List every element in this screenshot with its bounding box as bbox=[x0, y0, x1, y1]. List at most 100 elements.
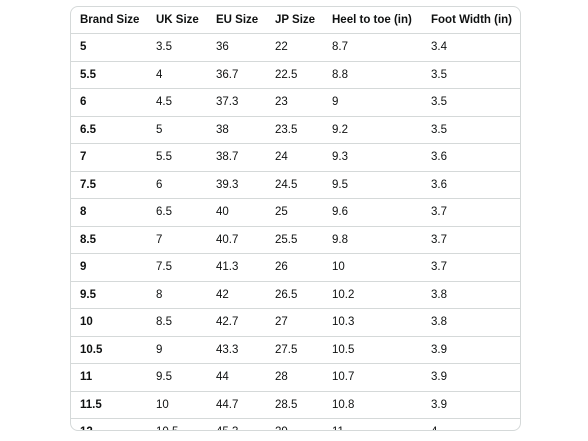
jp-size-cell: 24 bbox=[266, 143, 323, 172]
jp-size-cell: 25 bbox=[266, 198, 323, 227]
brand-size-cell: 7.5 bbox=[71, 171, 147, 199]
eu-size-cell: 42.7 bbox=[207, 308, 266, 337]
table-row: 5.5 4 36.7 22.5 8.8 3.5 bbox=[71, 61, 520, 89]
heel-to-toe-cell: 11 bbox=[323, 419, 422, 430]
foot-width-cell: 3.9 bbox=[422, 363, 520, 392]
heel-to-toe-cell: 9.2 bbox=[323, 116, 422, 144]
foot-width-cell: 3.7 bbox=[422, 226, 520, 254]
size-chart-table: Brand Size UK Size EU Size JP Size Heel … bbox=[71, 7, 520, 430]
foot-width-cell: 3.7 bbox=[422, 198, 520, 227]
foot-width-cell: 3.8 bbox=[422, 308, 520, 337]
heel-to-toe-cell: 10.5 bbox=[323, 336, 422, 364]
eu-size-cell: 36.7 bbox=[207, 61, 266, 89]
header-eu-size: EU Size bbox=[207, 7, 266, 34]
uk-size-cell: 5.5 bbox=[147, 143, 207, 172]
eu-size-cell: 42 bbox=[207, 281, 266, 309]
brand-size-cell: 10 bbox=[71, 308, 147, 337]
foot-width-cell: 4 bbox=[422, 419, 520, 430]
heel-to-toe-cell: 9 bbox=[323, 88, 422, 117]
eu-size-cell: 44 bbox=[207, 363, 266, 392]
brand-size-cell: 6.5 bbox=[71, 116, 147, 144]
uk-size-cell: 8 bbox=[147, 281, 207, 309]
jp-size-cell: 26 bbox=[266, 253, 323, 282]
table-row: 11.5 10 44.7 28.5 10.8 3.9 bbox=[71, 391, 520, 419]
eu-size-cell: 38 bbox=[207, 116, 266, 144]
jp-size-cell: 27 bbox=[266, 308, 323, 337]
uk-size-cell: 9 bbox=[147, 336, 207, 364]
brand-size-cell: 9.5 bbox=[71, 281, 147, 309]
foot-width-cell: 3.4 bbox=[422, 33, 520, 62]
header-heel-to-toe: Heel to toe (in) bbox=[323, 7, 422, 34]
brand-size-cell: 5.5 bbox=[71, 61, 147, 89]
heel-to-toe-cell: 10.7 bbox=[323, 363, 422, 392]
table-row: 7.5 6 39.3 24.5 9.5 3.6 bbox=[71, 171, 520, 199]
header-uk-size: UK Size bbox=[147, 7, 207, 34]
brand-size-cell: 12 bbox=[71, 419, 147, 430]
table-row: 6.5 5 38 23.5 9.2 3.5 bbox=[71, 116, 520, 144]
header-row: Brand Size UK Size EU Size JP Size Heel … bbox=[71, 7, 520, 34]
eu-size-cell: 41.3 bbox=[207, 253, 266, 282]
foot-width-cell: 3.9 bbox=[422, 336, 520, 364]
table-row: 6 4.5 37.3 23 9 3.5 bbox=[71, 88, 520, 117]
jp-size-cell: 29 bbox=[266, 419, 323, 430]
heel-to-toe-cell: 9.6 bbox=[323, 198, 422, 227]
heel-to-toe-cell: 9.3 bbox=[323, 143, 422, 172]
uk-size-cell: 6.5 bbox=[147, 198, 207, 227]
brand-size-cell: 7 bbox=[71, 143, 147, 172]
eu-size-cell: 40 bbox=[207, 198, 266, 227]
jp-size-cell: 23 bbox=[266, 88, 323, 117]
uk-size-cell: 4.5 bbox=[147, 88, 207, 117]
eu-size-cell: 39.3 bbox=[207, 171, 266, 199]
eu-size-cell: 44.7 bbox=[207, 391, 266, 419]
uk-size-cell: 10.5 bbox=[147, 419, 207, 430]
heel-to-toe-cell: 9.8 bbox=[323, 226, 422, 254]
table-row: 8 6.5 40 25 9.6 3.7 bbox=[71, 198, 520, 227]
brand-size-cell: 11 bbox=[71, 363, 147, 392]
jp-size-cell: 25.5 bbox=[266, 226, 323, 254]
uk-size-cell: 3.5 bbox=[147, 33, 207, 62]
table-row: 9.5 8 42 26.5 10.2 3.8 bbox=[71, 281, 520, 309]
jp-size-cell: 28.5 bbox=[266, 391, 323, 419]
foot-width-cell: 3.7 bbox=[422, 253, 520, 282]
eu-size-cell: 45.3 bbox=[207, 419, 266, 430]
uk-size-cell: 9.5 bbox=[147, 363, 207, 392]
uk-size-cell: 6 bbox=[147, 171, 207, 199]
foot-width-cell: 3.6 bbox=[422, 171, 520, 199]
heel-to-toe-cell: 10.2 bbox=[323, 281, 422, 309]
eu-size-cell: 37.3 bbox=[207, 88, 266, 117]
uk-size-cell: 10 bbox=[147, 391, 207, 419]
jp-size-cell: 22.5 bbox=[266, 61, 323, 89]
heel-to-toe-cell: 10 bbox=[323, 253, 422, 282]
uk-size-cell: 4 bbox=[147, 61, 207, 89]
brand-size-cell: 5 bbox=[71, 33, 147, 62]
table-row: 8.5 7 40.7 25.5 9.8 3.7 bbox=[71, 226, 520, 254]
jp-size-cell: 27.5 bbox=[266, 336, 323, 364]
table-row: 10 8.5 42.7 27 10.3 3.8 bbox=[71, 308, 520, 337]
heel-to-toe-cell: 10.8 bbox=[323, 391, 422, 419]
foot-width-cell: 3.5 bbox=[422, 88, 520, 117]
foot-width-cell: 3.5 bbox=[422, 116, 520, 144]
heel-to-toe-cell: 9.5 bbox=[323, 171, 422, 199]
foot-width-cell: 3.8 bbox=[422, 281, 520, 309]
size-chart-body: 5 3.5 36 22 8.7 3.4 5.5 4 36.7 22.5 8.8 3.5 6 4.5 37.3… bbox=[71, 33, 520, 430]
heel-to-toe-cell: 10.3 bbox=[323, 308, 422, 337]
jp-size-cell: 24.5 bbox=[266, 171, 323, 199]
brand-size-cell: 10.5 bbox=[71, 336, 147, 364]
brand-size-cell: 9 bbox=[71, 253, 147, 282]
uk-size-cell: 7.5 bbox=[147, 253, 207, 282]
table-row: 5 3.5 36 22 8.7 3.4 bbox=[71, 33, 520, 62]
brand-size-cell: 11.5 bbox=[71, 391, 147, 419]
foot-width-cell: 3.6 bbox=[422, 143, 520, 172]
uk-size-cell: 8.5 bbox=[147, 308, 207, 337]
table-row: 7 5.5 38.7 24 9.3 3.6 bbox=[71, 143, 520, 172]
jp-size-cell: 26.5 bbox=[266, 281, 323, 309]
table-row: 11 9.5 44 28 10.7 3.9 bbox=[71, 363, 520, 392]
heel-to-toe-cell: 8.8 bbox=[323, 61, 422, 89]
foot-width-cell: 3.9 bbox=[422, 391, 520, 419]
jp-size-cell: 28 bbox=[266, 363, 323, 392]
header-jp-size: JP Size bbox=[266, 7, 323, 34]
size-chart-header: Brand Size UK Size EU Size JP Size Heel … bbox=[71, 7, 520, 34]
uk-size-cell: 5 bbox=[147, 116, 207, 144]
jp-size-cell: 23.5 bbox=[266, 116, 323, 144]
header-brand-size: Brand Size bbox=[71, 7, 147, 34]
